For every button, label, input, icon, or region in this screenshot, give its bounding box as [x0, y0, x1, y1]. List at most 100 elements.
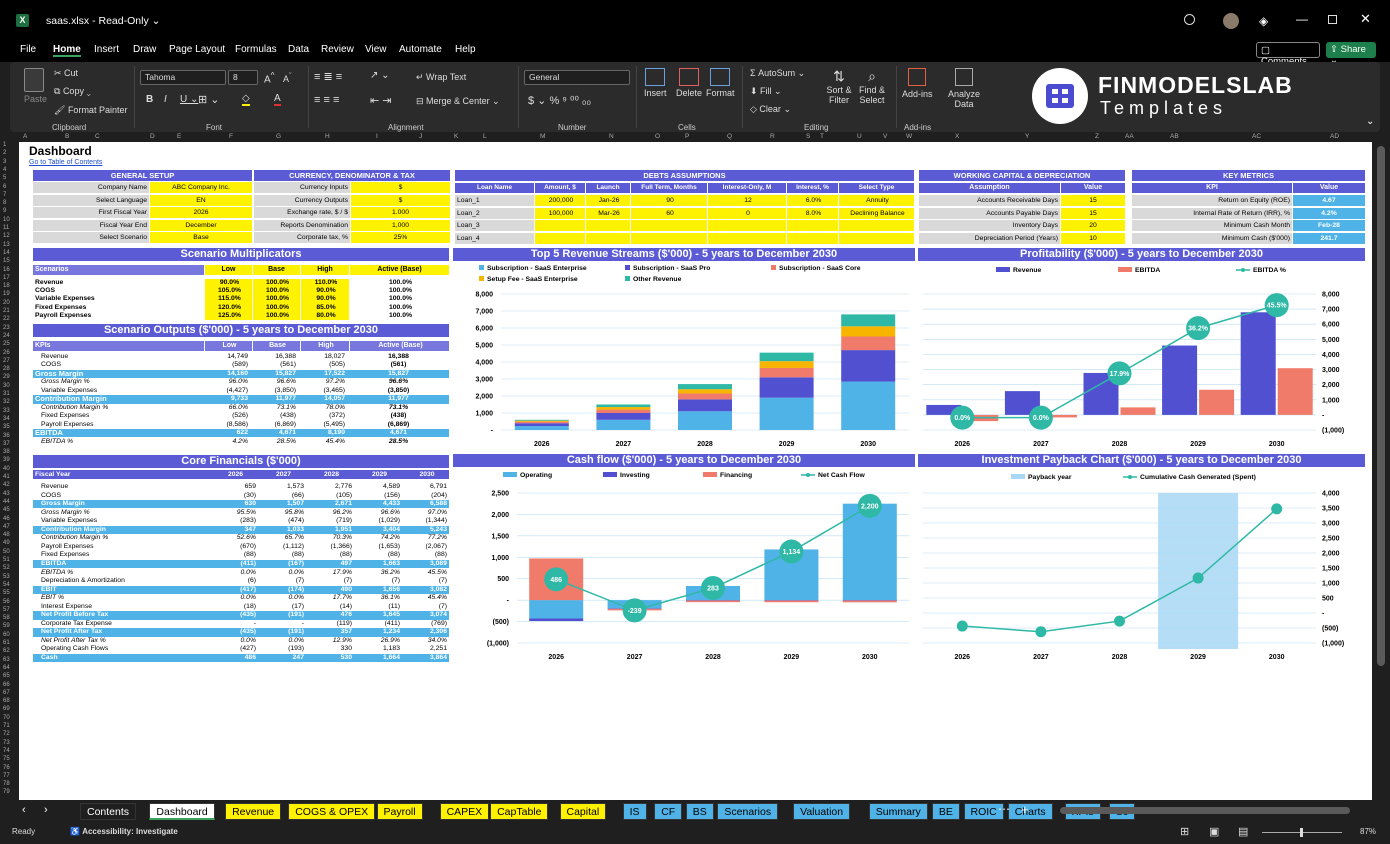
column-header[interactable]: H — [325, 133, 330, 140]
debt-cell[interactable] — [708, 220, 786, 231]
debt-cell[interactable]: Mar-26 — [586, 207, 630, 219]
tab-capex[interactable]: CAPEX — [439, 803, 490, 820]
font-size-select[interactable]: 8 — [228, 70, 258, 85]
currency-value[interactable]: 1.000 — [351, 207, 450, 218]
horizontal-scrollbar[interactable] — [1060, 807, 1350, 814]
merge-center-button[interactable]: ⊟ Merge & Center ⌄ — [416, 96, 500, 106]
row-header[interactable]: 21 — [3, 308, 10, 314]
row-header[interactable]: 59 — [3, 623, 10, 630]
row-header[interactable]: 27 — [3, 357, 10, 364]
row-header[interactable]: 11 — [3, 225, 10, 231]
debt-cell[interactable] — [839, 232, 914, 244]
row-header[interactable]: 6 — [3, 183, 7, 190]
multiplier-cell[interactable]: 90.0% — [301, 295, 349, 304]
row-header[interactable]: 2 — [3, 150, 7, 157]
row-header[interactable]: 23 — [3, 324, 10, 331]
row-header[interactable]: 68 — [3, 698, 10, 705]
accessibility-status[interactable]: ♿ Accessibility: Investigate — [70, 827, 178, 836]
column-header[interactable]: Y — [1025, 133, 1030, 140]
row-header[interactable]: 28 — [3, 366, 10, 373]
menu-file[interactable]: File — [20, 44, 37, 55]
row-header[interactable]: 18 — [3, 283, 10, 290]
paste-icon[interactable] — [24, 68, 44, 92]
row-header[interactable]: 19 — [3, 291, 10, 298]
debt-cell[interactable] — [535, 220, 585, 231]
row-header[interactable]: 36 — [3, 432, 10, 439]
multiplier-cell[interactable]: 85.0% — [301, 303, 349, 312]
menu-help[interactable]: Help — [455, 44, 476, 55]
row-header[interactable]: 58 — [3, 615, 10, 622]
row-header[interactable]: 72 — [3, 731, 10, 738]
tab-captable[interactable]: CapTable — [490, 803, 549, 820]
column-header[interactable]: Q — [727, 133, 733, 140]
tab-summary[interactable]: Summary — [868, 803, 928, 820]
font-name-select[interactable]: Tahoma — [140, 70, 226, 85]
row-header[interactable]: 29 — [3, 374, 10, 381]
borders-icon[interactable]: ⊞ ⌄ — [198, 94, 220, 106]
comments-button[interactable]: ▢ Comments — [1256, 42, 1320, 67]
clear-button[interactable]: ◇ Clear ⌄ — [750, 104, 791, 114]
normal-view-icon[interactable]: ⊞ — [1180, 826, 1190, 838]
debt-cell[interactable] — [708, 232, 786, 244]
row-header[interactable]: 39 — [3, 457, 10, 464]
debt-cell[interactable]: 90 — [631, 195, 707, 206]
row-header[interactable]: 1 — [3, 142, 7, 148]
wc-value[interactable]: 15 — [1061, 207, 1125, 219]
column-header[interactable]: M — [540, 133, 546, 140]
column-header[interactable]: AB — [1170, 133, 1179, 140]
currency-value[interactable]: $ — [351, 194, 450, 206]
minimize-icon[interactable]: — — [1296, 12, 1308, 26]
tab-dashboard[interactable]: Dashboard — [149, 803, 215, 820]
row-header[interactable]: 40 — [3, 465, 10, 472]
column-header[interactable]: A — [23, 133, 28, 140]
row-header[interactable]: 8 — [3, 200, 7, 207]
page-layout-icon[interactable]: ▣ — [1209, 826, 1220, 838]
zoom-level[interactable]: 87% — [1360, 827, 1377, 836]
number-format-select[interactable]: General — [524, 70, 630, 85]
tab-is[interactable]: IS — [622, 803, 647, 820]
debt-cell[interactable] — [586, 220, 630, 231]
debt-cell[interactable] — [535, 232, 585, 244]
row-header[interactable]: 53 — [3, 573, 10, 580]
multiplier-cell[interactable]: 100.0% — [253, 295, 300, 304]
row-header[interactable]: 12 — [3, 233, 10, 240]
row-header[interactable]: 45 — [3, 507, 10, 514]
menu-formulas[interactable]: Formulas — [235, 44, 277, 55]
underline-icon[interactable]: U ⌄ — [180, 94, 199, 105]
delete-cells-button[interactable]: Delete — [676, 68, 702, 98]
row-header[interactable]: 41 — [3, 474, 10, 480]
menu-page-layout[interactable]: Page Layout — [169, 44, 226, 55]
more-tabs-icon[interactable]: ⋯ — [998, 802, 1010, 816]
row-header[interactable]: 38 — [3, 449, 10, 456]
analyze-data-button[interactable]: Analyze Data — [948, 68, 980, 109]
multiplier-cell[interactable]: 100.0% — [253, 311, 300, 320]
row-header[interactable]: 22 — [3, 316, 10, 323]
multiplier-cell[interactable]: 90.0% — [301, 287, 349, 296]
setup-value[interactable]: 2026 — [150, 207, 252, 218]
row-header[interactable]: 34 — [3, 415, 10, 422]
column-header[interactable]: X — [955, 133, 960, 140]
row-header[interactable]: 9 — [3, 208, 7, 215]
debt-cell[interactable]: 200,000 — [535, 195, 585, 206]
indent-icon[interactable]: ⇤ ⇥ — [370, 95, 392, 107]
insert-cells-button[interactable]: Insert — [644, 68, 667, 98]
debt-cell[interactable] — [631, 220, 707, 231]
row-header[interactable]: 16 — [3, 266, 10, 273]
row-header[interactable]: 67 — [3, 689, 10, 696]
row-header[interactable]: 17 — [3, 274, 10, 281]
column-header[interactable]: J — [419, 133, 423, 140]
multiplier-cell[interactable]: 115.0% — [205, 295, 252, 304]
row-header[interactable]: 33 — [3, 407, 10, 414]
row-header[interactable]: 4 — [3, 166, 7, 173]
column-header[interactable]: E — [177, 133, 182, 140]
debt-cell[interactable] — [839, 220, 914, 231]
shrink-font-icon[interactable]: Aˇ — [283, 71, 292, 84]
row-header[interactable]: 78 — [3, 781, 10, 788]
row-header[interactable]: 44 — [3, 498, 10, 505]
window-title[interactable]: saas.xlsx - Read-Only ⌄ — [46, 15, 161, 27]
search-icon[interactable] — [1184, 14, 1195, 25]
row-header[interactable]: 20 — [3, 299, 10, 306]
page-break-icon[interactable]: ▤ — [1238, 826, 1249, 838]
row-header[interactable]: 42 — [3, 482, 10, 489]
row-header[interactable]: 47 — [3, 523, 10, 530]
